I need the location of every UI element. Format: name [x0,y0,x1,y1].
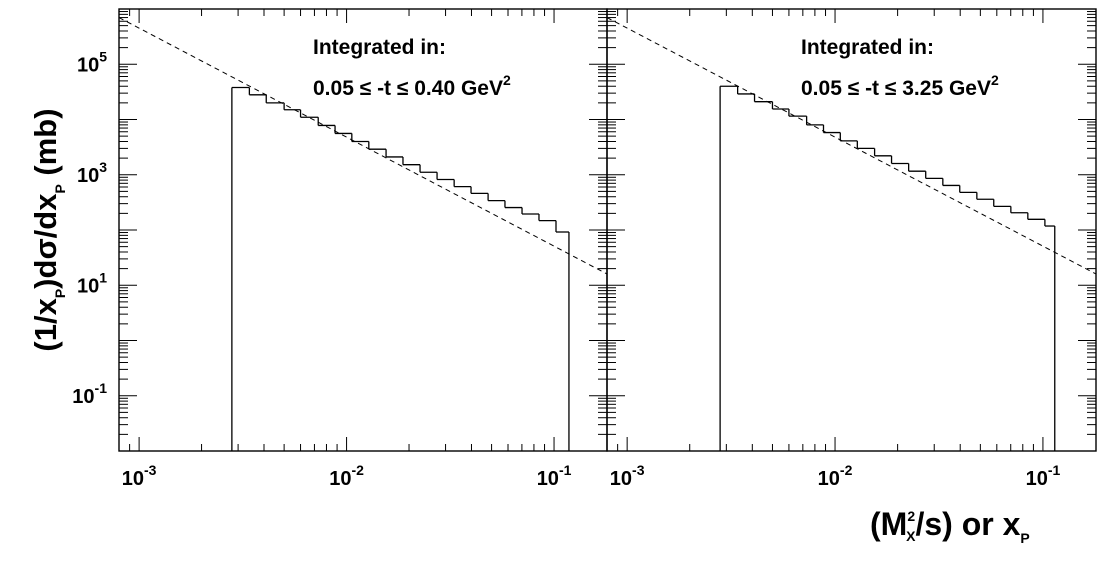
x-tick-label: 10-1 [1026,462,1061,490]
annotation-line-2: 0.05 ≤ -t ≤ 0.40 GeV2 [313,72,511,100]
x-tick-label: 10-1 [537,462,572,490]
y-tick-label: 101 [77,269,107,297]
x-tick-label: 10-3 [610,462,645,490]
annotation-line-1: Integrated in: [801,36,934,59]
x-tick-label: 10-3 [122,462,157,490]
annotation-line-2: 0.05 ≤ -t ≤ 3.25 GeV2 [801,72,999,100]
panels: 105 103 101 10-1 10-3 10-2 10-1 Integrated in: 0… [72,8,1097,490]
y-tick-label: 105 [77,48,107,76]
fit-line [119,17,607,275]
y-tick-label: 103 [77,159,107,187]
x-axis-label: (M2 X/s) or xP [870,506,1030,546]
y-tick-label: 10-1 [72,380,107,408]
panel-2: 10-3 10-2 10-1 Integrated in: 0.05 ≤ -t ≤ 3.… [606,8,1097,490]
y-axis-label: (1/xP)dσ/dxP (mb) [28,108,68,351]
fit-line [607,17,1096,275]
panel-1: 105 103 101 10-1 10-3 10-2 10-1 Integrated in: 0… [72,8,608,490]
plot-frame [606,8,1097,452]
annotation-line-1: Integrated in: [313,36,446,59]
plot-frame [118,8,608,452]
x-tick-label: 10-2 [818,462,853,490]
x-tick-label: 10-2 [329,462,364,490]
